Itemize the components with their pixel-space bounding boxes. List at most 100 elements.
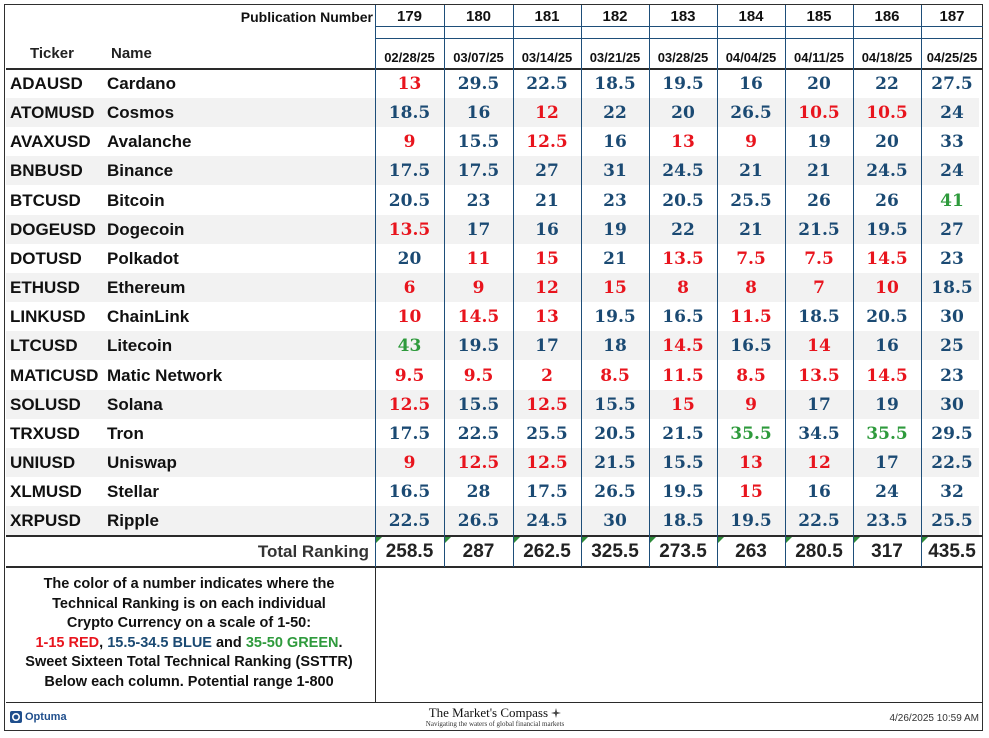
- error-indicator: [922, 537, 928, 543]
- ranking-value: 8.5: [600, 365, 630, 386]
- ranking-value: 12.5: [526, 132, 568, 153]
- column-divider: [581, 5, 582, 567]
- ranking-value: 20: [807, 74, 831, 94]
- table-rule: [6, 702, 983, 703]
- ticker-cell: LINKUSD: [10, 307, 86, 327]
- ranking-value: 30: [940, 307, 964, 328]
- ranking-value: 18: [603, 336, 627, 357]
- ranking-value: 9: [745, 132, 757, 153]
- ranking-value: 17: [466, 219, 491, 240]
- table-rule: [6, 68, 983, 70]
- ranking-value: 25.5: [931, 511, 973, 532]
- ranking-value: 22: [603, 103, 627, 124]
- total-ranking-value: 273.5: [659, 541, 707, 562]
- total-ranking-value: 262.5: [523, 541, 571, 562]
- column-date: 04/18/25: [861, 50, 913, 65]
- ranking-value: 27: [535, 161, 559, 182]
- ranking-value: 13: [739, 452, 763, 473]
- ranking-value: 15.5: [662, 452, 704, 473]
- ranking-value: 33: [940, 132, 964, 153]
- total-ranking-value: 317: [871, 541, 903, 562]
- ranking-value: 24: [940, 103, 964, 124]
- publication-number: 183: [670, 8, 696, 25]
- ticker-cell: LTCUSD: [10, 336, 78, 356]
- column-date: 03/21/25: [589, 50, 641, 65]
- optuma-logo-icon: [10, 711, 22, 723]
- ranking-value: 16.5: [662, 307, 704, 328]
- total-ranking-label: Total Ranking: [257, 542, 369, 561]
- ranking-value: 21: [603, 248, 627, 269]
- name-cell: ChainLink: [107, 307, 190, 327]
- ranking-value: 13: [535, 307, 559, 328]
- name-cell: Cosmos: [107, 103, 175, 123]
- total-ranking-value: 258.5: [385, 541, 434, 562]
- ranking-value: 26: [875, 190, 899, 211]
- ranking-value: 12.5: [526, 452, 568, 473]
- ranking-value: 30: [603, 511, 627, 532]
- column-date: 04/11/25: [794, 50, 844, 65]
- ticker-cell: ATOMUSD: [10, 103, 95, 123]
- ranking-value: 10: [875, 278, 899, 299]
- row-stripe: [6, 273, 979, 303]
- ranking-value: 12: [535, 103, 559, 124]
- table-rule: [375, 26, 983, 27]
- optuma-logo-text: Optuma: [25, 711, 67, 723]
- ranking-value: 22.5: [457, 423, 500, 444]
- ranking-value: 7: [813, 278, 825, 299]
- ticker-cell: TRXUSD: [10, 423, 80, 443]
- ranking-value: 14.5: [457, 307, 500, 328]
- ranking-value: 20.5: [662, 190, 704, 211]
- ranking-value: 20.5: [594, 423, 636, 444]
- column-divider: [785, 5, 786, 567]
- ranking-value: 23.5: [866, 511, 908, 532]
- error-indicator: [650, 537, 656, 543]
- ranking-value: 12.5: [388, 394, 431, 415]
- row-stripe: [6, 214, 979, 244]
- ranking-value: 2: [541, 365, 553, 386]
- ranking-value: 10.5: [798, 103, 840, 124]
- ticker-cell: ADAUSD: [10, 74, 83, 93]
- footer-title: The Market's Compass: [428, 705, 549, 720]
- name-header: Name: [111, 45, 152, 62]
- column-divider: [649, 5, 650, 567]
- ranking-value: 14.5: [866, 248, 908, 269]
- ranking-value: 17.5: [388, 161, 431, 182]
- ranking-value: 25.5: [730, 190, 772, 211]
- ticker-cell: MATICUSD: [10, 365, 99, 385]
- total-ranking-value: 263: [735, 541, 767, 562]
- ranking-value: 11: [466, 248, 491, 269]
- row-stripe: [6, 98, 979, 128]
- legend-line-4: 1-15 RED, 15.5-34.5 BLUE and 35-50 GREEN…: [6, 634, 372, 654]
- ranking-value: 12.5: [526, 394, 568, 415]
- ranking-value: 22.5: [388, 511, 431, 532]
- ranking-value: 9.5: [394, 365, 425, 386]
- column-divider: [375, 5, 376, 567]
- name-cell: Cardano: [107, 74, 176, 93]
- ranking-value: 22: [875, 74, 899, 94]
- name-cell: Tron: [107, 423, 144, 443]
- ranking-value: 7.5: [804, 248, 834, 269]
- ranking-value: 30: [940, 394, 964, 415]
- name-cell: Polkadot: [107, 248, 179, 268]
- name-cell: Litecoin: [107, 336, 173, 356]
- table-rule: [375, 38, 983, 39]
- legend-end: .: [338, 634, 343, 651]
- ranking-value: 24.5: [662, 161, 704, 182]
- legend-sep-2: and: [211, 634, 246, 651]
- ticker-cell: DOGEUSD: [10, 219, 96, 239]
- ranking-value: 21.5: [798, 219, 840, 240]
- error-indicator: [718, 537, 724, 543]
- ranking-value: 18.5: [594, 74, 636, 94]
- ranking-value: 13.5: [388, 219, 431, 240]
- ranking-value: 15.5: [457, 394, 500, 415]
- color-legend: The color of a number indicates where th…: [6, 575, 372, 692]
- publication-number: 181: [534, 8, 560, 25]
- footer-timestamp: 4/26/2025 10:59 AM: [889, 713, 979, 724]
- column-divider: [717, 5, 718, 567]
- ranking-value: 16: [603, 132, 627, 153]
- legend-line-2: Technical Ranking is on each individual: [52, 595, 326, 612]
- ranking-value: 9: [403, 452, 416, 473]
- publication-number: 187: [939, 8, 965, 25]
- ranking-value: 20.5: [866, 307, 908, 328]
- ranking-value: 13.5: [798, 365, 840, 386]
